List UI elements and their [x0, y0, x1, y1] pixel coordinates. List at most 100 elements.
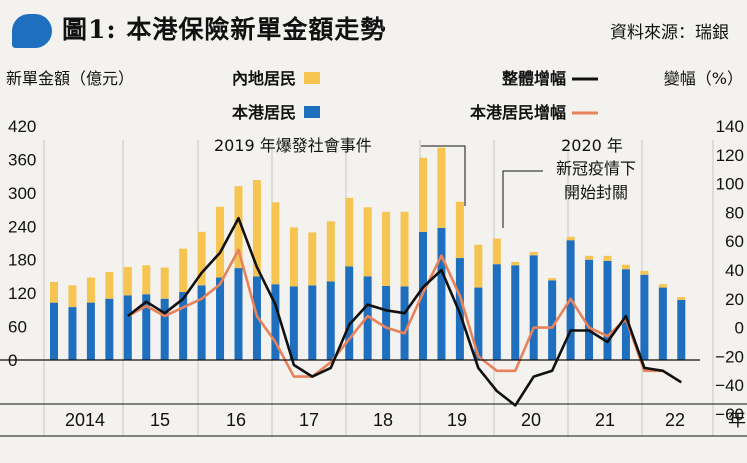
legend-local-swatch	[304, 106, 320, 118]
year-tick-label: 16	[226, 410, 246, 430]
bar-local	[585, 259, 594, 360]
annotation-covid-line-1: 2020 年	[561, 136, 623, 155]
bar-local	[142, 294, 151, 360]
bar-mainland	[437, 147, 446, 228]
bar-local	[437, 227, 446, 360]
bar-mainland	[123, 266, 132, 296]
annotation-covid-leader	[502, 170, 543, 228]
bar-mainland	[105, 271, 114, 299]
bar-local	[123, 295, 132, 360]
left-tick-label: 180	[8, 251, 36, 270]
right-tick-label: 120	[716, 146, 744, 165]
bar-mainland	[216, 206, 225, 278]
year-tick-label: 2014	[65, 410, 105, 430]
bar-local	[511, 265, 520, 360]
year-tick-label: 17	[299, 410, 319, 430]
line-local-growth	[127, 248, 682, 384]
bar-local	[68, 307, 77, 360]
left-tick-label: 0	[8, 351, 17, 370]
legend-local-label: 本港居民	[232, 103, 296, 122]
bar-local	[455, 258, 464, 360]
legend-total-growth-label: 整體增幅	[501, 69, 566, 88]
bar-mainland	[289, 227, 298, 287]
right-tick-label: −20	[715, 347, 744, 366]
bar-local	[271, 284, 280, 360]
bar-local	[640, 274, 649, 360]
bar-local	[345, 266, 354, 360]
bar-local	[308, 285, 317, 360]
bar-local	[289, 286, 298, 360]
title-bubble-icon	[12, 14, 52, 48]
bar-local	[492, 264, 501, 360]
year-tick-label: 15	[150, 410, 170, 430]
left-tick-label: 240	[8, 217, 36, 236]
bar-local	[548, 280, 557, 360]
x-axis-unit-label: 年	[728, 410, 746, 430]
bar-mainland	[529, 251, 538, 256]
bar-mainland	[86, 277, 95, 303]
bar-mainland	[677, 297, 686, 300]
right-tick-label: 140	[716, 117, 744, 136]
bar-local	[216, 277, 225, 360]
year-tick-label: 20	[521, 410, 541, 430]
bar-mainland	[492, 238, 501, 265]
bar-local	[677, 299, 686, 360]
bar-mainland	[585, 255, 594, 260]
bar-local	[50, 302, 58, 360]
right-tick-label: 40	[725, 261, 744, 280]
legend-mainland-swatch	[304, 72, 320, 84]
source-note: 資料來源：瑞銀	[610, 23, 729, 43]
bar-mainland	[511, 261, 520, 266]
bar-mainland	[474, 244, 483, 288]
bar-mainland	[566, 236, 575, 241]
left-tick-label: 420	[8, 117, 36, 136]
left-tick-label: 300	[8, 184, 36, 203]
bar-mainland	[400, 211, 409, 287]
bar-local	[234, 268, 243, 360]
axis-labels: 420 360 300 240 180 120 60 0 140 120 100 80 60 40 20 0 −…	[8, 117, 746, 430]
year-tick-label: 18	[373, 410, 393, 430]
legend-mainland-label: 內地居民	[232, 69, 296, 88]
bar-mainland	[308, 232, 317, 286]
bar-mainland	[640, 270, 649, 275]
bar-mainland	[68, 285, 77, 308]
bar-local	[86, 302, 95, 360]
bar-mainland	[160, 267, 169, 299]
line-total-growth	[127, 216, 682, 407]
bar-mainland	[419, 157, 427, 232]
left-axis-title: 新單金額（億元）	[6, 69, 134, 88]
bar-mainland	[382, 211, 391, 286]
bar-mainland	[455, 201, 464, 259]
right-tick-label: 20	[725, 290, 744, 309]
chart-title: 圖1: 本港保險新單金額走勢	[62, 15, 387, 44]
growth-lines	[127, 216, 682, 407]
bar-local	[400, 286, 409, 360]
bar-mainland	[363, 207, 372, 277]
legend-local-growth-label: 本港居民增幅	[470, 103, 566, 122]
right-tick-label: 100	[716, 175, 744, 194]
bar-mainland	[50, 282, 58, 303]
bar-local	[621, 269, 630, 360]
bar-mainland	[548, 278, 557, 281]
annotation-covid-line-2: 新冠疫情下	[556, 159, 636, 178]
year-tick-label: 19	[447, 410, 467, 430]
right-axis-title: 變幅（%）	[664, 69, 743, 88]
bar-mainland	[326, 221, 335, 282]
annotation-social-unrest: 2019 年爆發社會事件	[214, 136, 372, 155]
title-block: 圖1: 本港保險新單金額走勢	[4, 4, 424, 48]
right-tick-label: −60	[715, 405, 744, 424]
year-tick-label: 22	[665, 410, 685, 430]
bar-local	[179, 292, 188, 360]
right-tick-label: 80	[725, 203, 744, 222]
year-tick-label: 21	[595, 410, 615, 430]
bar-mainland	[234, 186, 243, 269]
bar-local	[363, 276, 372, 360]
bar-local	[197, 285, 206, 360]
bar-mainland	[345, 197, 354, 267]
bar-local	[474, 287, 483, 360]
right-tick-label: −40	[715, 376, 744, 395]
bar-mainland	[197, 231, 206, 286]
bar-local	[382, 285, 391, 360]
bar-mainland	[658, 284, 667, 288]
